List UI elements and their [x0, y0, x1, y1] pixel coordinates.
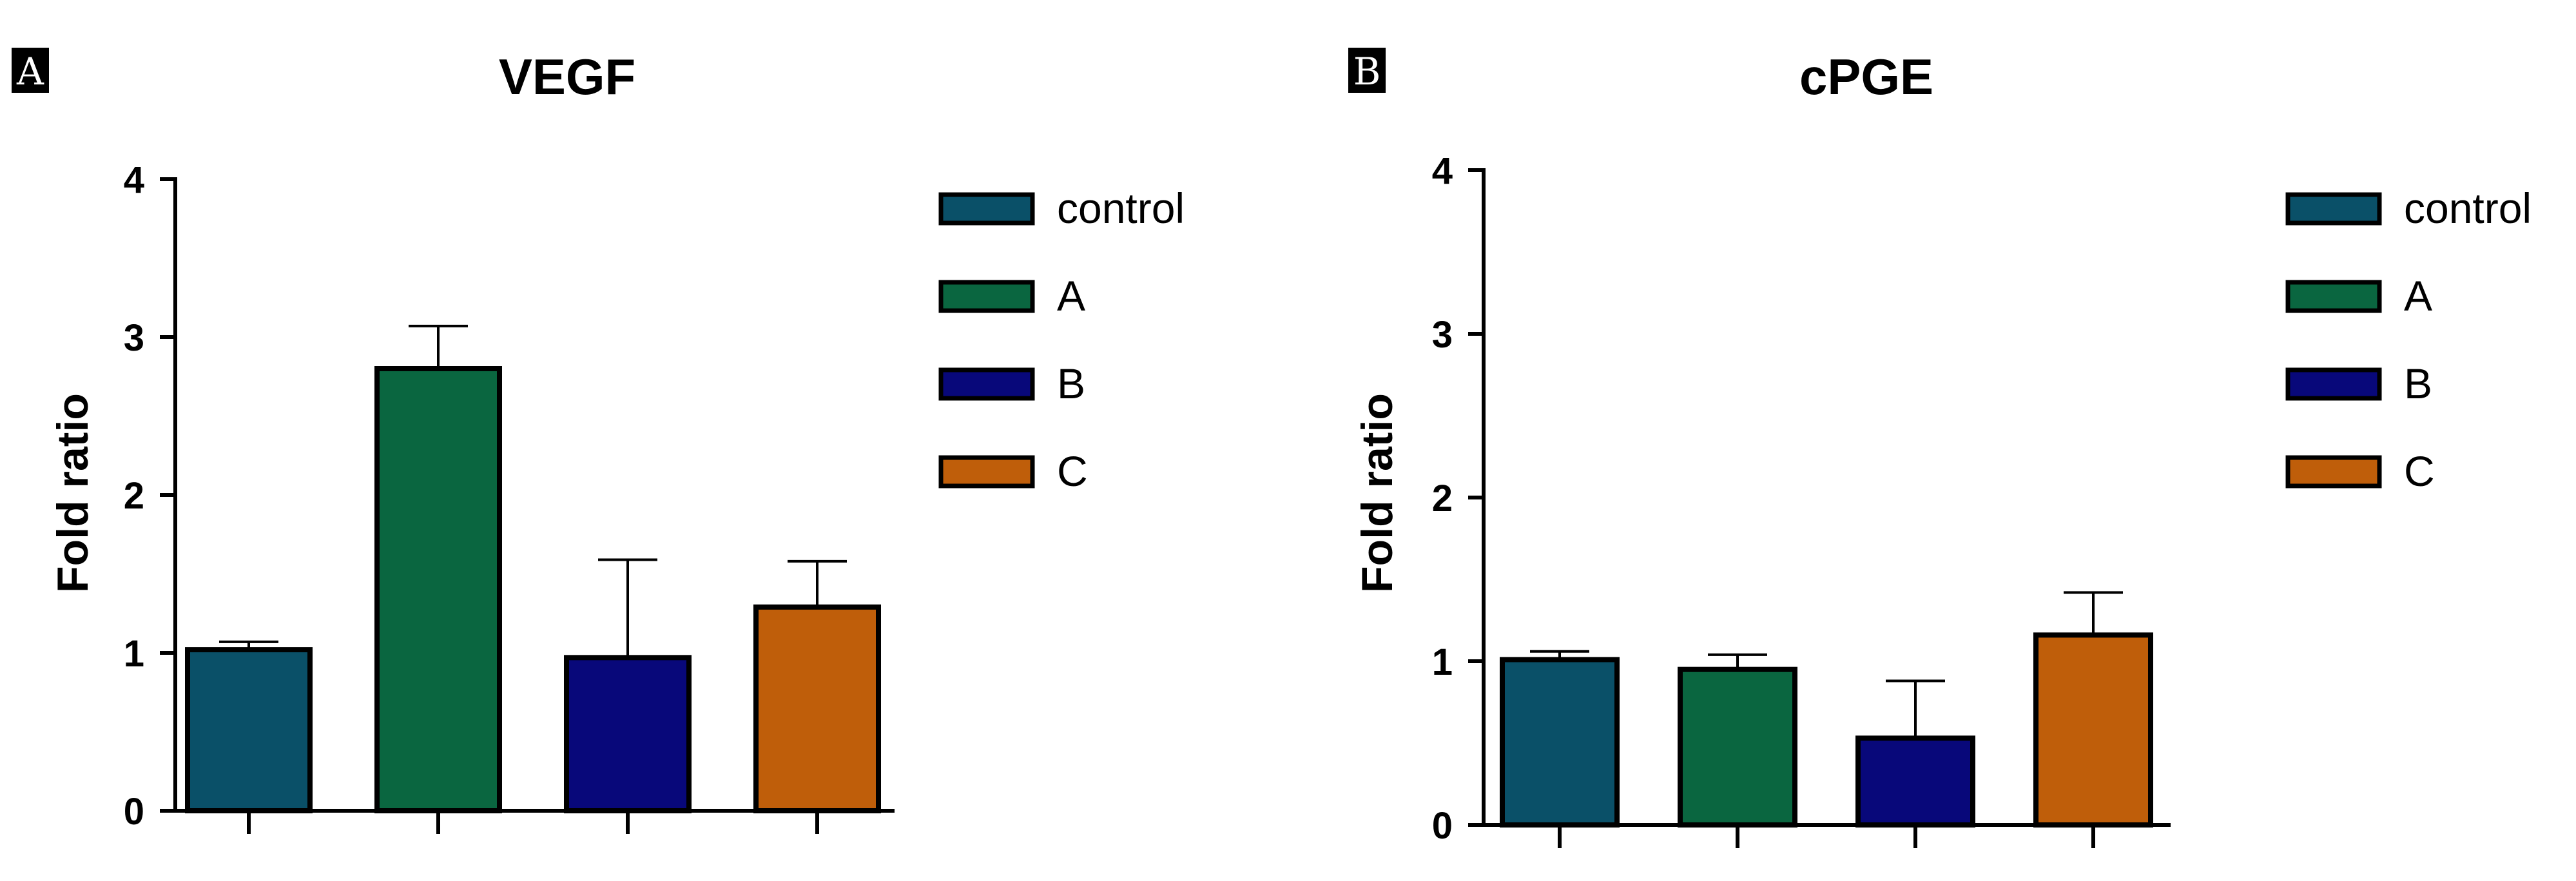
bar-c — [753, 604, 881, 813]
y-ticks: 0 1 2 3 4 — [1432, 150, 1484, 847]
bar-c — [2033, 632, 2153, 828]
y-tick-label: 1 — [1432, 641, 1453, 683]
legend: control ABC — [2285, 184, 2532, 495]
legend-label: C — [1057, 447, 1088, 495]
legend-swatch — [2285, 192, 2382, 226]
chart-title: VEGF — [499, 48, 635, 105]
y-axis-label: Fold ratio — [48, 393, 97, 593]
bars — [1500, 591, 2153, 848]
y-tick-label: 4 — [1432, 150, 1453, 192]
legend-label: control — [2404, 184, 2532, 232]
legend-label: C — [2404, 447, 2435, 495]
y-tick-label: 4 — [124, 159, 144, 201]
legend-swatch — [2285, 280, 2382, 313]
y-tick-label: 2 — [124, 475, 144, 517]
legend-swatch — [938, 367, 1035, 401]
y-tick-label: 2 — [1432, 478, 1453, 519]
y-tick-label: 3 — [124, 317, 144, 359]
y-ticks: 0 1 2 3 4 — [124, 159, 175, 833]
panel-label-box — [1348, 48, 1386, 93]
y-tick-label: 0 — [124, 791, 144, 833]
legend-swatch — [938, 280, 1035, 313]
bar-control — [185, 647, 313, 813]
legend-label: B — [2404, 360, 2432, 407]
bar-control — [1500, 657, 1620, 828]
bar-b — [1855, 735, 1975, 828]
legend-swatch — [938, 192, 1035, 226]
y-tick-label: 1 — [124, 633, 144, 675]
legend-swatch — [2285, 455, 2382, 489]
legend-label: control — [1057, 184, 1185, 232]
legend-swatch — [2285, 367, 2382, 401]
legend: control ABC — [938, 184, 1185, 495]
panel-label: B — [1353, 50, 1381, 93]
bar-b — [564, 655, 692, 813]
panel-label: A — [16, 50, 44, 93]
bar-a — [374, 366, 502, 813]
y-tick-label: 0 — [1432, 805, 1453, 847]
legend-label: A — [2404, 272, 2432, 320]
bars — [185, 324, 881, 834]
panel-label-box — [12, 48, 49, 93]
legend-label: A — [1057, 272, 1085, 320]
bar-a — [1678, 666, 1797, 828]
legend-swatch — [938, 455, 1035, 489]
legend-label: B — [1057, 360, 1085, 407]
chart-title: cPGE — [1799, 48, 1933, 105]
y-tick-label: 3 — [1432, 314, 1453, 356]
y-axis-label: Fold ratio — [1353, 393, 1402, 593]
